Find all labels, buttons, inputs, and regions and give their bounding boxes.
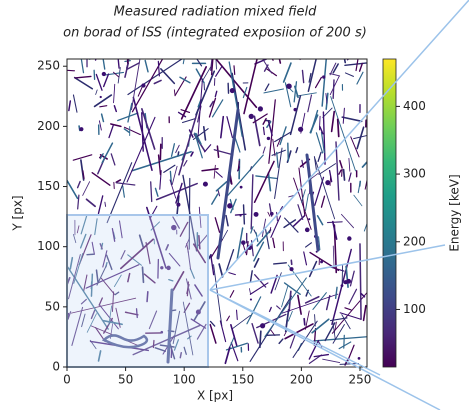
track-blob — [227, 203, 232, 208]
track — [348, 50, 358, 60]
y-tick-label: 0 — [52, 360, 60, 374]
track — [237, 310, 238, 319]
track-blob — [230, 88, 235, 93]
y-tick-label: 100 — [37, 239, 60, 253]
y-tick-label: 200 — [37, 119, 60, 133]
track — [127, 45, 128, 63]
y-tick-label: 250 — [37, 59, 60, 73]
track-blob — [293, 108, 296, 111]
x-tick-label: 150 — [231, 373, 254, 387]
track-blob — [240, 186, 243, 189]
track-blob — [358, 357, 361, 360]
x-tick-label: 100 — [173, 373, 196, 387]
track-blob — [270, 212, 274, 216]
track — [288, 143, 289, 161]
track — [155, 49, 161, 59]
colorbar-tick-label: 100 — [403, 302, 426, 316]
track-blob — [102, 72, 106, 76]
colorbar-tick-label: 200 — [403, 234, 426, 248]
x-axis-label: X [px] — [197, 389, 233, 403]
track — [234, 66, 235, 75]
track — [105, 202, 106, 206]
y-tick-label: 150 — [37, 179, 60, 193]
y-tick-label: 50 — [45, 299, 60, 313]
track-blob — [290, 267, 294, 271]
track-blob — [239, 214, 241, 216]
track — [300, 38, 304, 60]
track-blob — [322, 75, 325, 78]
track-blob — [308, 218, 310, 220]
chart-title: on borad of ISS (integrated exposiion of… — [63, 26, 367, 41]
track-blob — [258, 106, 263, 111]
x-tick-label: 50 — [118, 373, 133, 387]
track — [244, 205, 245, 224]
x-tick-label: 250 — [349, 373, 372, 387]
colorbar-label: Energy [keV] — [448, 174, 462, 251]
track-blob — [325, 180, 330, 185]
track-blob — [286, 83, 292, 89]
track-blob — [298, 127, 303, 132]
chart-title: Measured radiation mixed field — [114, 5, 317, 20]
track-blob — [100, 96, 102, 98]
y-axis-label: Y [px] — [11, 195, 25, 231]
track — [333, 80, 334, 98]
track-blob — [141, 83, 145, 87]
track-blob — [249, 114, 254, 119]
track-blob — [250, 298, 252, 300]
track-blob — [203, 182, 208, 187]
zoom-region — [67, 215, 208, 367]
track — [319, 116, 320, 130]
track-blob — [260, 323, 265, 328]
track-blob — [320, 260, 323, 263]
x-tick-label: 200 — [290, 373, 313, 387]
track-blob — [254, 212, 259, 217]
track-blob — [347, 236, 351, 240]
track — [338, 119, 339, 136]
track-blob — [341, 284, 344, 287]
colorbar-tick-label: 400 — [403, 99, 426, 113]
track-blob — [176, 203, 180, 207]
track — [96, 48, 100, 60]
colorbar-tick-label: 300 — [403, 167, 426, 181]
track-blob — [79, 127, 83, 131]
track-blob — [241, 240, 246, 245]
track-blob — [305, 228, 310, 233]
track-blob — [344, 280, 348, 284]
track-blob — [267, 137, 270, 140]
colorbar — [383, 59, 396, 367]
track — [344, 170, 345, 180]
track — [304, 319, 305, 325]
x-tick-label: 0 — [63, 373, 71, 387]
